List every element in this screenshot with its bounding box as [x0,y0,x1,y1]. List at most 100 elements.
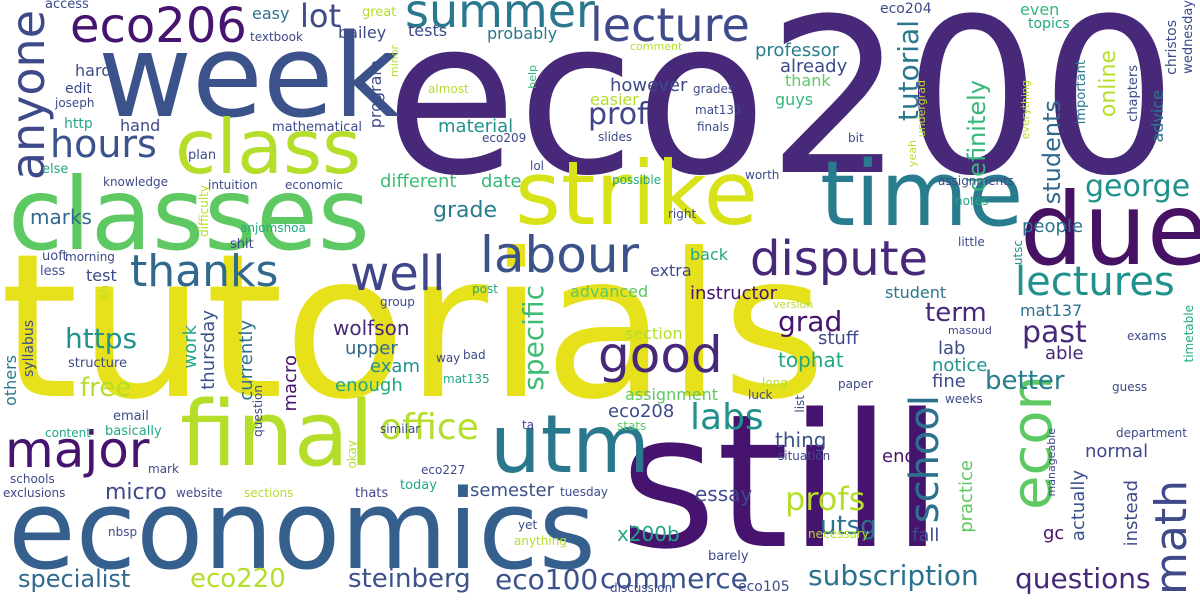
word-necessary: necessary [808,527,869,541]
word-today: today [400,478,437,493]
word-prof: prof [588,97,648,132]
word-assignment: assignment [625,385,719,404]
word-mat135: mat135 [443,372,490,386]
word-strike: strike [515,142,758,245]
word-version: version [773,298,814,311]
word-labs: labs [690,397,764,438]
word-micro: micro [105,480,167,505]
word-lecture: lecture [590,0,750,52]
word-way: way [436,351,461,365]
word-great: great [362,5,397,20]
word-lectures: lectures [1015,259,1175,305]
word-bit: bit [848,131,864,145]
word-grad: grad [778,305,843,338]
word-undergrad: undergrad [915,80,928,138]
word-barely: barely [708,549,749,564]
word-http: http [64,116,93,132]
word-shit: shit [230,237,254,252]
word-topics: topics [1028,16,1070,32]
word-luck: luck [748,388,773,402]
word-situation: situation [778,449,831,463]
word-eco200: eco200 [385,0,1178,223]
word-instead: instead [1121,480,1142,547]
word-post: post [472,282,498,296]
word-questions: questions [1015,562,1151,595]
word-eco220: eco220 [190,564,286,594]
word-thursday: thursday [198,310,219,390]
word-marks: marks [30,205,92,229]
word-eco227: eco227 [421,463,466,477]
word-christos: christos [1164,20,1180,75]
word-time: time [820,142,1024,247]
word-hand: hand [120,116,161,135]
word-work: work [180,325,201,369]
word-discussion: discussion [610,581,673,595]
word-tophat: tophat [778,348,844,372]
word-back: back [690,245,729,264]
word-schools: schools [10,472,55,486]
word-good: good [598,326,723,384]
word-eco208: eco208 [608,401,675,422]
word-notice: notice [932,355,988,376]
word-probably: probably [487,24,558,43]
word-instructor: instructor [690,283,778,304]
word-practice: practice [956,460,977,533]
word-however: however [610,75,688,96]
word-specific: specific [517,285,550,391]
word-difficulty: difficulty [197,185,211,237]
word-free: free [80,373,132,403]
word-grades: grades [693,82,735,96]
word-lab: lab [938,338,966,359]
word-specialist: specialist [18,565,131,593]
word-tuesday: tuesday [560,485,609,499]
word-else: else [42,162,69,177]
word-class: class [175,103,362,191]
word-end: end [882,446,916,467]
word-eco105: eco105 [738,579,790,595]
word-anjomshoa: anjomshoa [240,221,306,235]
word-summer: summer [405,0,595,38]
word-basically: basically [105,424,162,439]
word-mathematical: mathematical [272,120,363,135]
word-profs: profs [785,480,866,518]
word-x200b: x200b [617,522,680,546]
word-ta: ta [522,418,535,432]
word-knowledge: knowledge [103,175,169,189]
word-sections: sections [244,486,294,500]
word-intuition: intuition [208,178,258,192]
word-upper: upper [345,338,398,359]
word-wednesday: wednesday [1181,0,1196,74]
word-student: student [885,283,947,302]
word-others: others [1,355,20,406]
word-final: final [180,382,374,487]
word-different: different [380,171,457,192]
word-slides: slides [598,130,633,144]
word-week: week [98,10,401,144]
word-mat137: mat137 [1020,301,1083,320]
word-oh: oh [97,285,111,300]
word-guess: guess [1112,380,1148,394]
word-bailey: bailey [338,23,387,42]
word-utsc: utsc [1011,240,1025,266]
word-comment: comment [630,40,683,53]
word-tests: tests [408,21,448,40]
word-nbsp: nbsp [108,525,138,539]
word-able: able [1045,343,1084,364]
word-paper: paper [838,377,873,391]
word-extra: extra [650,261,692,280]
word-well: well [350,246,446,302]
word-stuff: stuff [818,328,859,349]
word-hours: hours [50,122,157,166]
word-material: material [438,116,514,137]
word-little: little [958,235,985,249]
word-fine: fine [932,371,966,392]
word-question: question [251,385,265,437]
word-thank: thank [785,71,831,90]
word-weeks: weeks [945,392,983,406]
word-possible: possible [612,173,662,187]
word-thanks: thanks [130,246,279,297]
word-easy: easy [252,4,290,23]
word-masoud: masoud [948,324,992,337]
word-due: due [1020,171,1200,288]
